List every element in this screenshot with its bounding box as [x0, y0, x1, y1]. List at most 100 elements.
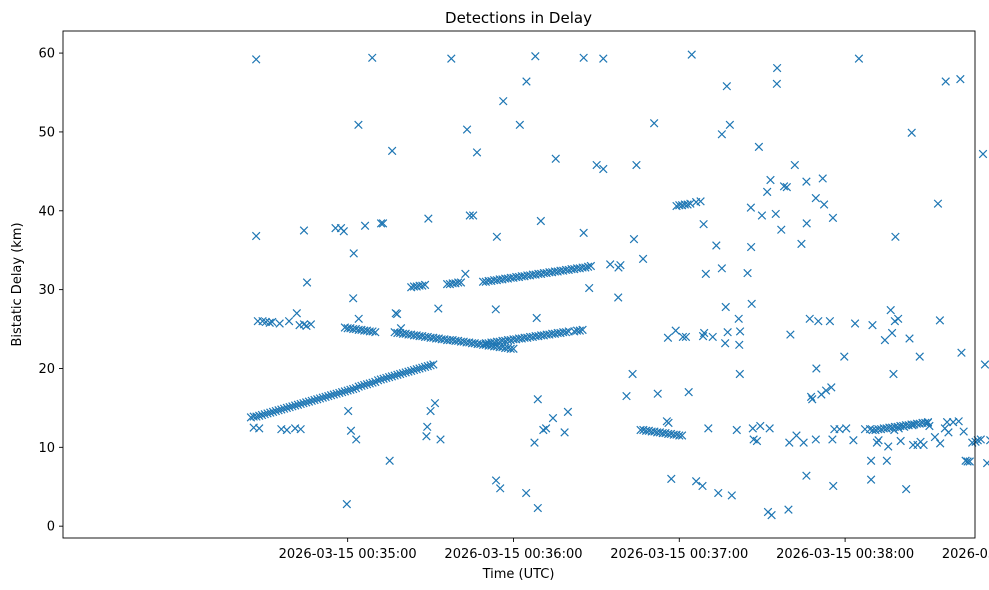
data-point: [919, 440, 928, 450]
data-point: [790, 160, 800, 170]
data-point: [360, 380, 369, 390]
data-point: [346, 385, 355, 394]
y-tick-label: 30: [38, 283, 55, 298]
data-point: [533, 503, 543, 513]
data-markers: [246, 50, 989, 520]
data-point: [346, 426, 356, 435]
data-point: [385, 456, 394, 465]
data-point: [921, 418, 930, 428]
data-point: [683, 200, 692, 209]
data-point: [785, 438, 794, 447]
data-point: [678, 332, 688, 342]
data-point: [723, 327, 732, 337]
data-point: [412, 365, 421, 374]
data-point: [302, 278, 312, 287]
data-point: [866, 475, 876, 484]
data-point: [365, 379, 374, 388]
data-point: [756, 421, 765, 431]
data-point: [896, 436, 905, 446]
data-point: [509, 344, 518, 353]
data-point: [251, 231, 261, 241]
data-point: [354, 382, 363, 391]
data-point: [687, 50, 696, 59]
data-point: [299, 398, 308, 408]
y-tick-label: 50: [38, 125, 55, 140]
data-point: [891, 232, 900, 242]
data-point: [757, 211, 767, 220]
data-point: [686, 199, 695, 208]
data-point: [274, 406, 283, 415]
data-point: [343, 406, 353, 416]
data-point: [578, 325, 587, 335]
data-point: [252, 412, 261, 421]
data-point: [279, 404, 289, 413]
data-point: [418, 363, 427, 372]
data-point: [424, 214, 433, 223]
data-point: [767, 510, 776, 520]
data-point: [551, 154, 560, 163]
data-point: [802, 219, 811, 228]
data-point: [373, 376, 383, 385]
data-point: [522, 77, 531, 86]
data-point: [382, 373, 391, 383]
data-point: [765, 424, 774, 433]
data-point: [868, 320, 877, 330]
data-point: [265, 318, 274, 327]
y-axis-label: Bistatic Delay (km): [10, 222, 25, 346]
data-point: [806, 392, 816, 402]
data-point: [746, 242, 756, 252]
data-point: [362, 380, 372, 389]
data-point: [779, 182, 789, 191]
data-point: [307, 396, 316, 406]
data-point: [337, 387, 347, 397]
data-point: [754, 142, 764, 152]
data-point: [461, 269, 470, 279]
data-point: [699, 219, 708, 229]
data-point: [368, 327, 377, 336]
data-point: [296, 399, 305, 409]
data-point: [797, 239, 806, 249]
data-point: [515, 120, 525, 130]
data-point: [840, 352, 849, 361]
data-point: [284, 316, 294, 326]
data-point: [712, 241, 721, 250]
data-point: [812, 364, 821, 373]
data-point: [491, 305, 501, 314]
data-point: [293, 400, 303, 409]
data-point: [472, 148, 482, 157]
data-point: [698, 481, 707, 491]
data-point: [721, 302, 730, 312]
x-tick-label: 2026-03-15 00:36:00: [444, 547, 582, 562]
data-point: [430, 398, 440, 408]
data-point: [351, 435, 361, 444]
data-point: [708, 332, 717, 342]
data-point: [398, 368, 408, 378]
data-point: [418, 281, 427, 290]
data-point: [664, 418, 673, 428]
data-point: [629, 234, 639, 244]
data-point: [699, 328, 709, 338]
data-point: [285, 402, 294, 412]
data-point: [275, 319, 284, 328]
data-point: [965, 457, 974, 466]
data-point: [575, 326, 585, 335]
data-point: [786, 330, 795, 339]
data-point: [371, 327, 380, 337]
data-point: [732, 425, 741, 435]
data-point: [465, 211, 475, 220]
data-point: [332, 389, 341, 398]
data-point: [935, 316, 945, 325]
data-point: [802, 471, 811, 480]
data-point: [632, 160, 641, 170]
data-point: [423, 422, 432, 432]
data-point: [746, 203, 756, 212]
data-point: [301, 398, 311, 407]
data-point: [453, 278, 463, 287]
data-point: [349, 249, 358, 258]
data-point: [886, 305, 895, 315]
data-point: [956, 74, 965, 84]
data-point: [814, 316, 823, 326]
data-point: [671, 326, 680, 335]
data-point: [663, 333, 673, 342]
